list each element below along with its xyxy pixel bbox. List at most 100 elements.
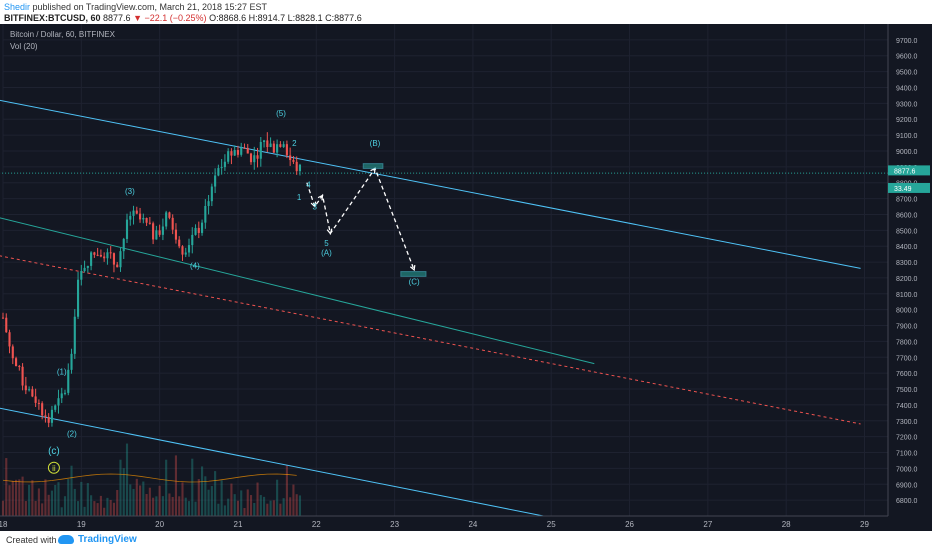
tradingview-brand[interactable]: TradingView: [78, 534, 137, 545]
price-tick-label: 9100.0: [896, 133, 918, 140]
projection-path: [306, 167, 415, 271]
price-tick-label: 7700.0: [896, 355, 918, 362]
volume-bar: [132, 488, 135, 516]
price-axis: 6800.0 6900.0 7000.0 7100.0 7200.0 7300.0 7400…: [887, 24, 932, 531]
volume-bar: [50, 490, 54, 516]
candle-body: [184, 252, 187, 255]
trendline: [0, 217, 595, 365]
volume-bar: [240, 490, 243, 516]
volume-bar: [8, 485, 11, 516]
footer: Created with TradingView: [0, 531, 932, 550]
candle-body: [207, 201, 210, 206]
candle-body: [178, 239, 181, 247]
candle-body: [96, 254, 99, 256]
price-tick-label: 9500.0: [896, 70, 918, 77]
tradingview-logo-icon: [58, 535, 74, 544]
last-price: 8877.6: [103, 13, 131, 23]
candle-body: [220, 167, 223, 169]
wave-label: (2): [67, 430, 77, 439]
volume-bar: [200, 466, 204, 516]
volume-bar: [142, 481, 145, 516]
volume-bar: [168, 493, 171, 516]
volume-bar: [152, 497, 155, 516]
volume-bar: [125, 443, 129, 516]
wave-label: (5): [276, 109, 286, 118]
volume-bar: [80, 481, 83, 516]
candle-body: [276, 144, 279, 153]
volume-bars: [1, 443, 302, 516]
candle-body: [233, 150, 236, 156]
price-tick-label: 8000.0: [896, 308, 918, 315]
volume-bar: [90, 495, 93, 516]
volume-bar: [60, 507, 63, 516]
price-axis-bg: [888, 24, 932, 531]
candle-body: [292, 160, 295, 162]
candle-body: [76, 279, 80, 317]
symbol-info: BITFINEX:BTCUSD, 60 8877.6 ▼ −22.1 (−0.2…: [4, 13, 362, 23]
price-tick-label: 7300.0: [896, 419, 918, 426]
price-tick-label: 8700.0: [896, 197, 918, 204]
candle-body: [223, 161, 226, 168]
candle-body: [5, 317, 8, 333]
candle-body: [187, 245, 191, 253]
volume-bar: [122, 468, 125, 516]
candle-body: [90, 252, 93, 266]
candle-body: [106, 252, 109, 259]
price-tick-label: 6900.0: [896, 482, 918, 489]
volume-bar: [47, 494, 50, 516]
volume-bar: [230, 483, 233, 516]
price-tick-label: 6800.0: [896, 498, 918, 505]
volume-bar: [289, 497, 292, 516]
volume-bar: [18, 479, 21, 516]
volume-bar: [256, 482, 259, 516]
volume-bar: [129, 484, 132, 516]
time-tick-label: 20: [155, 520, 164, 529]
candle-body: [83, 267, 86, 272]
candle-body: [24, 385, 27, 391]
volume-bar: [116, 489, 119, 516]
candle-body: [8, 332, 11, 347]
candle-body: [256, 155, 259, 159]
price-tick-label: 8300.0: [896, 260, 918, 267]
time-axis-bg: [0, 516, 932, 531]
price-tag: [888, 165, 930, 176]
candle-body: [279, 144, 282, 147]
volume-bar: [109, 499, 112, 516]
volume-bar: [14, 479, 18, 516]
chart-legend-title: Bitcoin / Dollar, 60, BITFINEX: [10, 30, 115, 39]
candle-body: [269, 143, 272, 148]
candle-body: [11, 346, 14, 359]
candle-body: [112, 253, 116, 265]
candle-body: [152, 223, 155, 240]
candle-body: [132, 210, 135, 216]
volume-bar: [184, 497, 187, 516]
time-tick-label: 18: [0, 520, 8, 529]
wave-label: 3: [312, 203, 317, 212]
volume-bar: [272, 500, 275, 516]
candle-body: [197, 227, 200, 233]
candle-body: [210, 186, 213, 202]
candle-body: [37, 402, 40, 404]
candle-body: [227, 151, 230, 162]
trendline: [0, 255, 861, 425]
volume-bar: [263, 496, 266, 516]
price-tick-label: 7000.0: [896, 466, 918, 473]
volume-bar: [70, 465, 73, 516]
candle-body: [174, 229, 178, 240]
candle-body: [168, 212, 171, 218]
chart-header: Shedir published on TradingView.com, Mar…: [0, 0, 932, 24]
candle-body: [145, 217, 148, 223]
time-tick-label: 29: [860, 520, 869, 529]
author-link[interactable]: Shedir: [4, 2, 31, 12]
candle-body: [200, 222, 204, 233]
trendlines: [0, 99, 888, 517]
wave-label: (3): [125, 187, 135, 196]
price-tick-label: 7400.0: [896, 403, 918, 410]
volume-bar: [99, 495, 102, 516]
volume-bar: [178, 496, 181, 516]
symbol-name: BITFINEX:BTCUSD, 60: [4, 13, 101, 23]
volume-bar: [1, 500, 5, 516]
time-tick-label: 24: [468, 520, 477, 529]
price-tick-label: 9200.0: [896, 117, 918, 124]
